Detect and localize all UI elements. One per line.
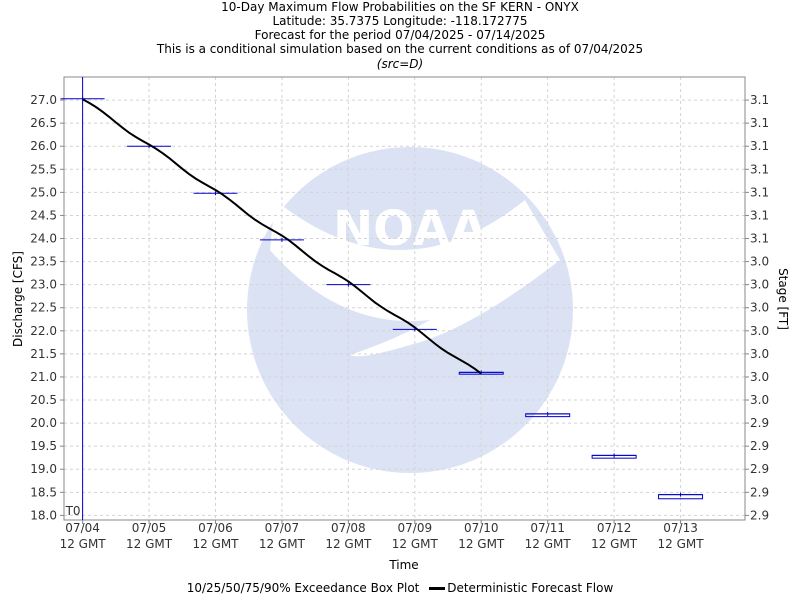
noaa-watermark: NOAA	[247, 147, 573, 473]
y-tick-label: 26.5	[30, 116, 57, 130]
y-tick-label: 20.5	[30, 393, 57, 407]
grid	[64, 77, 745, 520]
y-tick-label: 21.5	[30, 347, 57, 361]
y-tick-label: 20.0	[30, 416, 57, 430]
x-tick-time: 12 GMT	[60, 537, 107, 551]
x-tick-time: 12 GMT	[591, 537, 638, 551]
y2-axis-label: Stage [FT]	[776, 268, 790, 330]
exceedance-boxplots	[60, 96, 704, 500]
y-tick-label: 27.0	[30, 93, 57, 107]
y-tick-label: 24.5	[30, 208, 57, 222]
y2-tick-label: 3.0	[750, 324, 769, 338]
x-axis: 07/04 12 GMT 07/05 12 GMT 07/06 12 GMT 07/07 12…	[60, 520, 705, 551]
source-line: (src=D)	[376, 57, 424, 71]
x-tick-date: 07/07	[265, 521, 300, 535]
legend-line-swatch	[429, 587, 446, 590]
x-tick-time: 12 GMT	[525, 537, 572, 551]
x-tick-time: 12 GMT	[658, 537, 705, 551]
y2-tick-label: 2.9	[750, 462, 769, 476]
y2-tick-label: 3.1	[750, 139, 769, 153]
x-tick-date: 07/09	[398, 521, 433, 535]
x-tick-date: 07/05	[132, 521, 167, 535]
y2-tick-label: 3.0	[750, 278, 769, 292]
y-axis-label: Discharge [CFS]	[11, 251, 25, 347]
x-tick-time: 12 GMT	[458, 537, 505, 551]
y2-tick-label: 3.1	[750, 116, 769, 130]
y-tick-label: 25.5	[30, 162, 57, 176]
y-tick-label: 22.0	[30, 324, 57, 338]
y-tick-label: 22.5	[30, 301, 57, 315]
y-axis-left: 18.0 18.5 19.0 19.5 20.0 20.5 21.0 21.5 22.0 22.5…	[30, 93, 64, 522]
y-tick-label: 23.0	[30, 278, 57, 292]
legend-box-label: 10/25/50/75/90% Exceedance Box Plot	[186, 581, 420, 595]
y2-tick-label: 3.1	[750, 208, 769, 222]
y2-tick-label: 2.9	[750, 416, 769, 430]
conditional-note-line: This is a conditional simulation based o…	[156, 42, 644, 56]
x-tick-time: 12 GMT	[259, 537, 306, 551]
x-axis-label: Time	[388, 558, 418, 572]
y2-tick-label: 3.0	[750, 393, 769, 407]
x-tick-date: 07/06	[198, 521, 233, 535]
x-tick-date: 07/08	[331, 521, 366, 535]
x-tick-time: 12 GMT	[325, 537, 372, 551]
legend-line-label: Deterministic Forecast Flow	[447, 581, 614, 595]
y-tick-label: 19.0	[30, 462, 57, 476]
y-tick-label: 24.0	[30, 232, 57, 246]
t0-label: T0	[65, 504, 81, 518]
y2-tick-label: 3.0	[750, 347, 769, 361]
x-tick-date: 07/12	[597, 521, 632, 535]
y2-tick-label: 3.1	[750, 232, 769, 246]
y-tick-label: 25.0	[30, 185, 57, 199]
y-tick-label: 18.5	[30, 485, 57, 499]
y2-tick-label: 2.9	[750, 439, 769, 453]
x-tick-date: 07/04	[65, 521, 100, 535]
y2-tick-label: 3.0	[750, 301, 769, 315]
x-tick-date: 07/10	[464, 521, 499, 535]
plot-frame	[63, 76, 746, 521]
y-tick-label: 26.0	[30, 139, 57, 153]
x-tick-date: 07/11	[530, 521, 565, 535]
noaa-logo-circle	[247, 147, 573, 473]
noaa-logo-text: NOAA	[333, 201, 487, 257]
y-tick-label: 19.5	[30, 439, 57, 453]
y-tick-label: 23.5	[30, 255, 57, 269]
y2-tick-label: 3.1	[750, 162, 769, 176]
y-tick-label: 21.0	[30, 370, 57, 384]
x-tick-time: 12 GMT	[192, 537, 239, 551]
location-line: Latitude: 35.7375 Longitude: -118.172775	[272, 14, 528, 28]
y2-tick-label: 3.0	[750, 370, 769, 384]
noaa-logo-gull	[270, 200, 560, 357]
y2-tick-label: 2.9	[750, 508, 769, 522]
y2-tick-label: 3.1	[750, 185, 769, 199]
deterministic-forecast-line	[82, 98, 482, 375]
y-axis-right: 2.9 2.9 2.9 2.9 2.9 3.0 3.0 3.0 3.0 3.0 3.0 3.0 3.1 3…	[745, 93, 769, 522]
x-tick-date: 07/13	[663, 521, 698, 535]
x-tick-time: 12 GMT	[126, 537, 173, 551]
x-tick-time: 12 GMT	[392, 537, 439, 551]
y2-tick-label: 3.1	[750, 93, 769, 107]
y-tick-label: 18.0	[30, 508, 57, 522]
y2-tick-label: 2.9	[750, 485, 769, 499]
legend: 10/25/50/75/90% Exceedance Box Plot Dete…	[0, 580, 800, 596]
chart-title: 10-Day Maximum Flow Probabilities on the…	[221, 0, 579, 14]
y2-tick-label: 3.0	[750, 255, 769, 269]
forecast-period-line: Forecast for the period 07/04/2025 - 07/…	[254, 28, 546, 42]
